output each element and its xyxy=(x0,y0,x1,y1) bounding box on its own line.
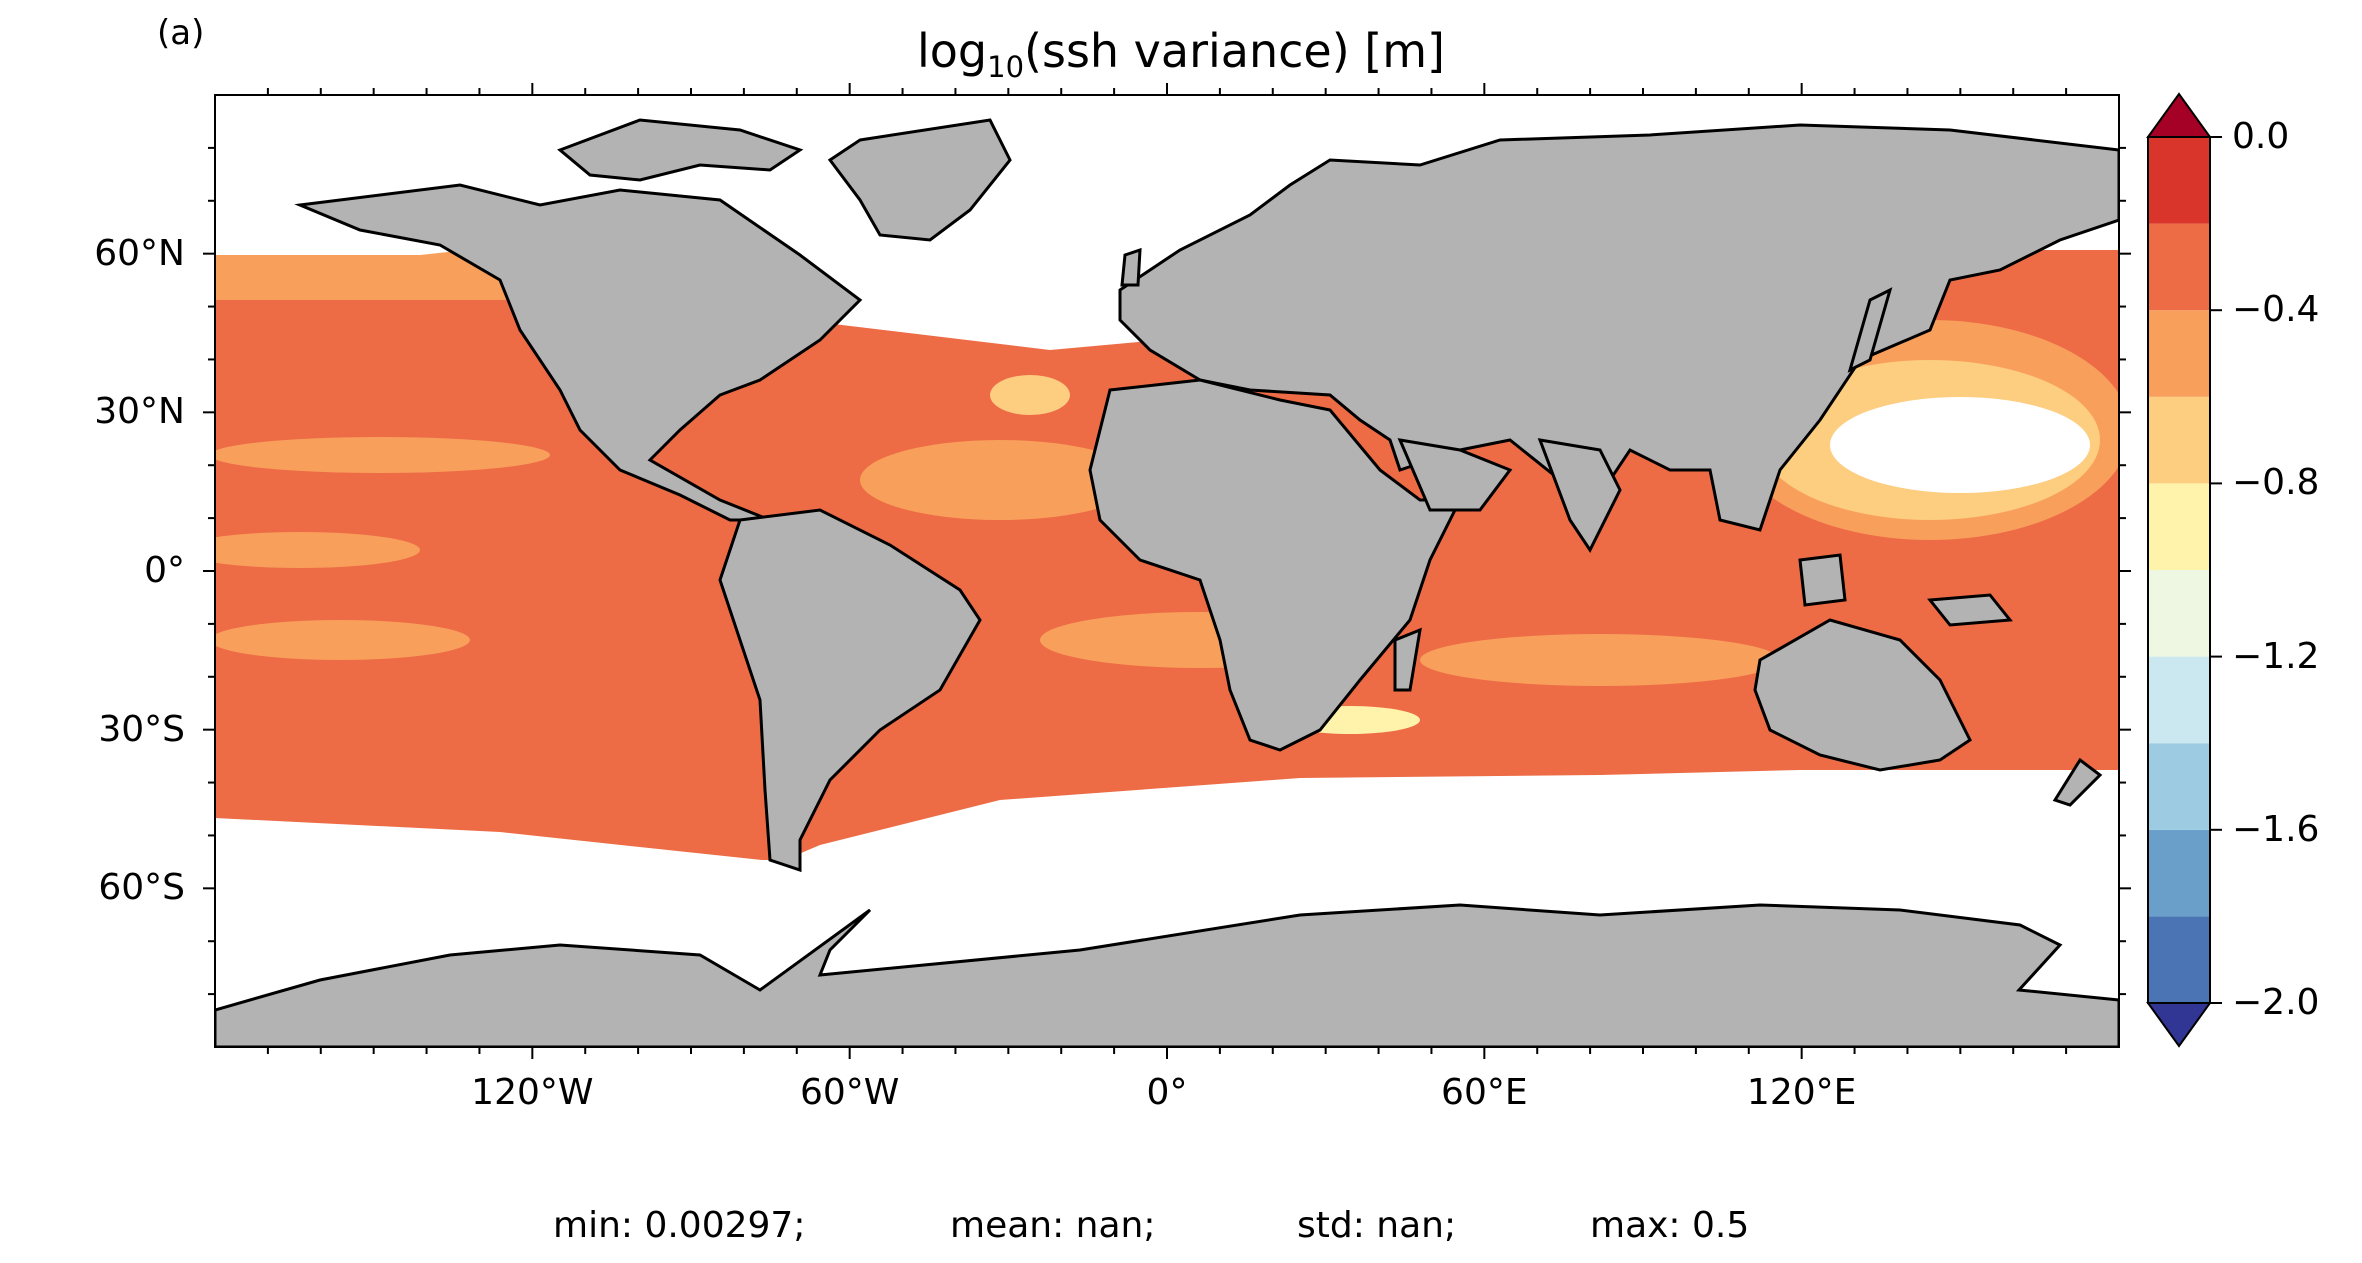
colorbar-tick-label: −2.0 xyxy=(2232,982,2320,1023)
panel-label: (a) xyxy=(157,13,205,53)
new-zealand xyxy=(2052,757,2103,807)
colorbar-segment xyxy=(2148,829,2210,917)
colorbar-segment xyxy=(2148,223,2210,311)
map-area xyxy=(215,95,2119,1047)
colorbar-segment xyxy=(2148,396,2210,484)
title-prefix: log xyxy=(917,24,988,78)
stat-min: min: 0.00297; xyxy=(553,1205,806,1246)
title-subscript: 10 xyxy=(987,50,1025,85)
title-suffix: (ssh variance) [m] xyxy=(1024,24,1445,78)
borneo xyxy=(1798,553,1847,607)
lon-tick-label: 60°W xyxy=(799,1072,900,1113)
colorbar-tick-label: −1.2 xyxy=(2232,635,2320,677)
lat-tick-label: 60°S xyxy=(98,867,185,909)
new-guinea xyxy=(1927,593,2013,627)
colorbar-segment xyxy=(2148,310,2210,397)
eurasia xyxy=(1118,123,2119,532)
colorbar-segment xyxy=(2148,483,2210,570)
stat-max: max: 0.5 xyxy=(1590,1205,1750,1246)
japan xyxy=(1847,287,1893,373)
south-america xyxy=(718,508,982,873)
lon-tick-label: 120°W xyxy=(471,1072,594,1113)
ocean-pacific-band-3 xyxy=(215,620,470,660)
africa xyxy=(1088,378,1463,752)
ocean-pacific-band-1 xyxy=(215,437,550,473)
north-america xyxy=(294,183,863,522)
colorbar-segment xyxy=(2148,743,2210,830)
map-title: log10(ssh variance) [m] xyxy=(0,28,2362,82)
stat-std: std: nan; xyxy=(1297,1205,1457,1246)
lon-tick-label: 0° xyxy=(1146,1072,1188,1113)
colorbar-tick-label: −0.8 xyxy=(2232,462,2320,504)
ocean-atlantic-mid xyxy=(860,440,1140,520)
colorbar xyxy=(2146,92,2222,1048)
stat-mean: mean: nan; xyxy=(950,1205,1156,1246)
lat-tick-label: 0° xyxy=(144,550,185,591)
colorbar-segment xyxy=(2148,656,2210,744)
madagascar xyxy=(1393,627,1422,692)
colorbar-tick-label: 0.0 xyxy=(2232,116,2290,157)
arabia xyxy=(1397,438,1513,512)
lon-tick-label: 60°E xyxy=(1441,1072,1528,1113)
australia xyxy=(1753,618,1972,772)
colorbar-segment xyxy=(2148,916,2210,1003)
axis-ticks xyxy=(203,83,2131,1059)
colorbar-segment xyxy=(2148,570,2210,657)
lon-tick-label: 120°E xyxy=(1746,1072,1857,1113)
uk xyxy=(1120,247,1142,287)
ocean-gulfstream xyxy=(990,375,1070,415)
lat-tick-label: 60°N xyxy=(94,232,185,274)
ocean-indian-south xyxy=(1420,634,1780,686)
lat-tick-label: 30°N xyxy=(94,391,185,433)
land-masses xyxy=(215,118,2119,1047)
ocean-pacific-band-2 xyxy=(215,532,420,568)
colorbar-tick-label: −1.6 xyxy=(2232,808,2320,850)
india xyxy=(1537,438,1622,553)
ocean-wpacific-white xyxy=(1830,397,2090,493)
colorbar-tick-label: −0.4 xyxy=(2232,289,2320,331)
lat-tick-label: 30°S xyxy=(98,708,185,750)
canadian-arctic xyxy=(557,118,804,182)
colorbar-outline xyxy=(2147,136,2211,1004)
stats-footer: min: 0.00297; mean: nan; std: nan; max: … xyxy=(0,1208,2362,1252)
colorbar-segment xyxy=(2148,137,2210,224)
antarctica xyxy=(215,903,2119,1047)
greenland xyxy=(827,118,1012,242)
